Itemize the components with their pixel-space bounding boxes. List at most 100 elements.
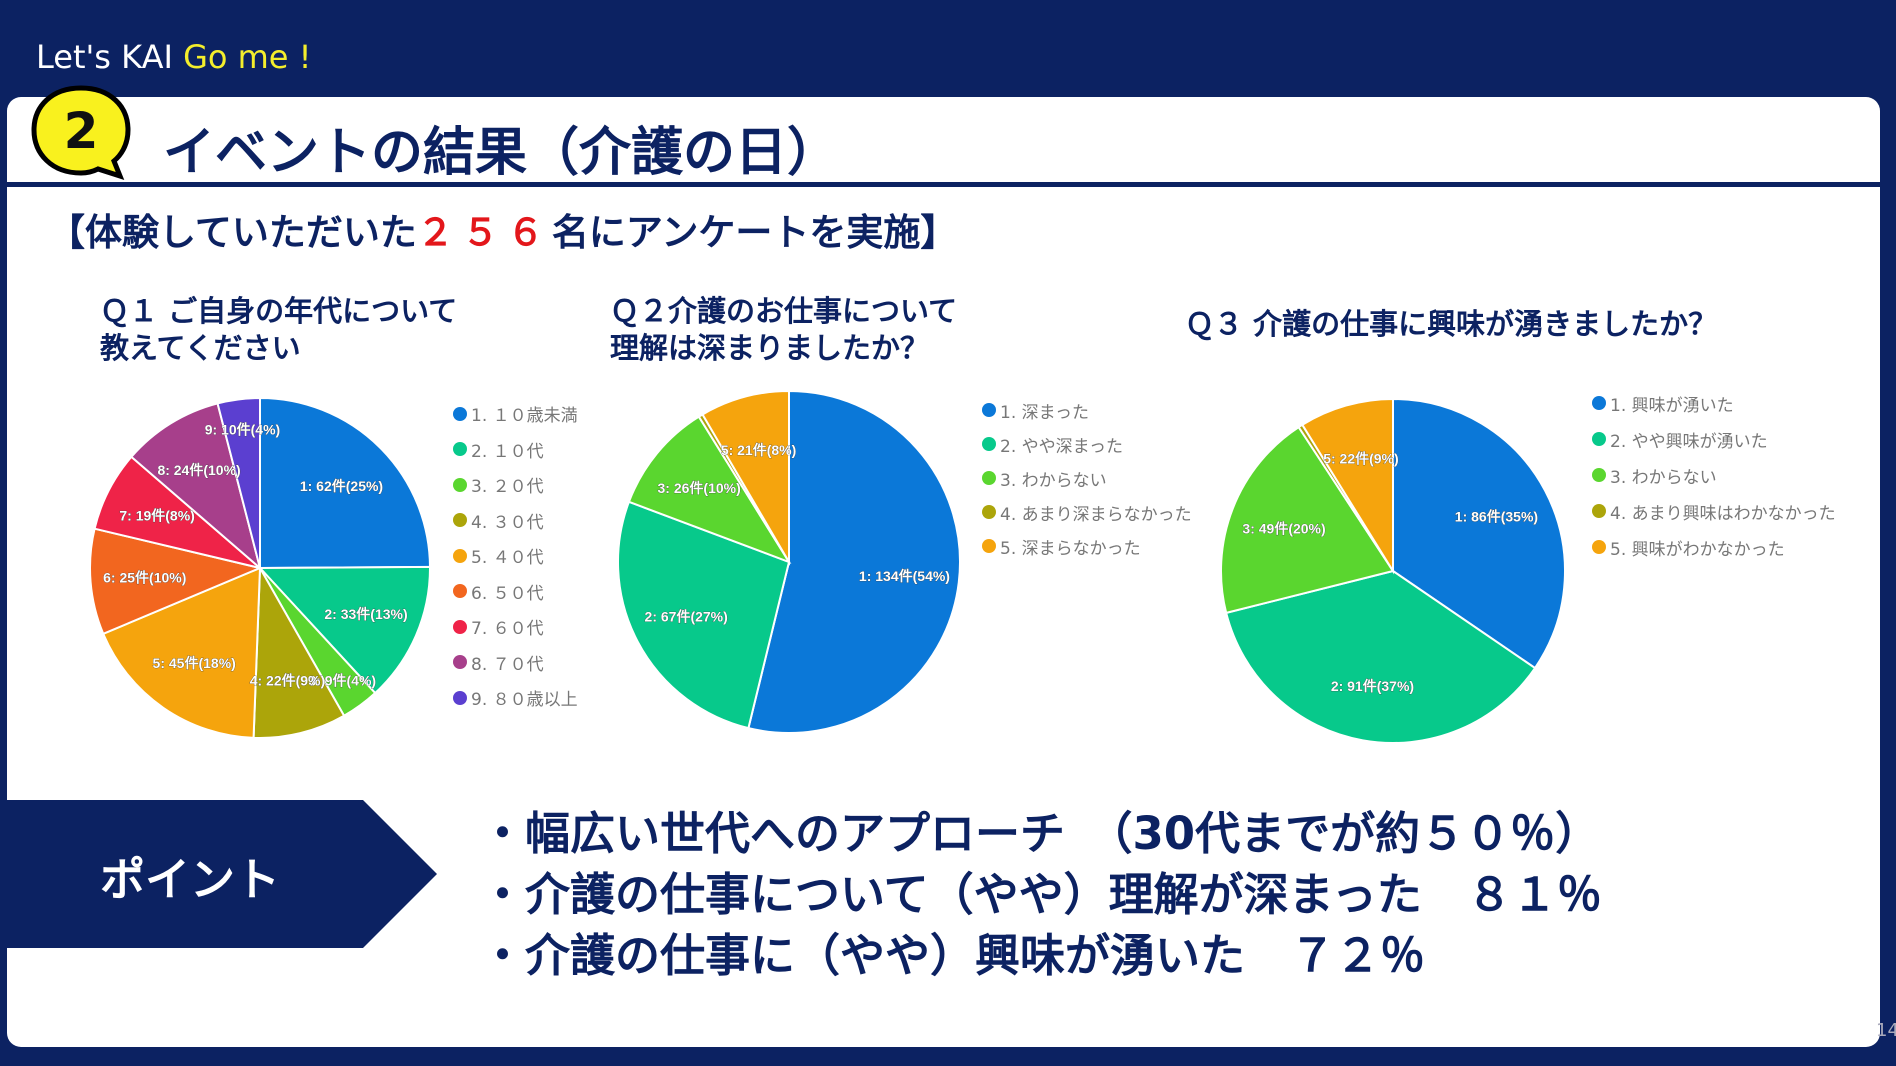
legend-dot-icon <box>1592 540 1606 554</box>
legend-dot-icon <box>1592 432 1606 446</box>
legend-dot-icon <box>453 406 467 421</box>
respondent-count: ２５６ <box>416 211 552 254</box>
legend-label: 9. ８０歳以上 <box>471 690 578 711</box>
legend-dot-icon <box>982 403 996 417</box>
legend-label: 5. 深まらなかった <box>1000 538 1141 559</box>
q1-title-line: Ｑ１ ご自身の年代について <box>100 294 458 328</box>
legend-item: 4. ３０代 <box>453 503 578 539</box>
legend-item: 1. 深まった <box>982 393 1192 427</box>
q1-pie-chart: 1: 62件(25%) 2: 33件(13%) 3: 9件(4%)4: 22件(9%… <box>89 396 432 739</box>
legend-dot-icon <box>1592 504 1606 518</box>
legend-item: 5. ４０代 <box>453 538 578 574</box>
legend-item: 7. ６０代 <box>453 609 578 645</box>
legend-dot-icon <box>453 513 467 528</box>
pie-slice <box>259 396 432 570</box>
pie-data-label: 1: 86件(35%) <box>1455 508 1538 524</box>
pie-data-label: 5: 45件(18%) <box>153 655 236 671</box>
legend-item: 9. ８０歳以上 <box>453 680 578 716</box>
pie-slice <box>89 527 264 636</box>
point-bullets: ・幅広い世代へのアプローチ （30代までが約５０％） ・介護の仕事について（やや）… <box>480 803 1602 986</box>
legend-dot-icon <box>453 477 467 492</box>
q3-legend: 1. 興味が湧いた 2. やや興味が湧いた 3. わからない 4. あまり興味はわかな… <box>1592 385 1836 565</box>
pie-data-label: 2: 91件(37%) <box>1331 678 1414 694</box>
q3-pie-chart: 1: 86件(35%) 2: 91件(37%) 3: 49件(20%) 5: 22件(… <box>1220 397 1566 744</box>
legend-label: 1. １０歳未満 <box>471 406 578 427</box>
point-banner <box>7 800 437 948</box>
legend-label: 3. わからない <box>1000 470 1107 491</box>
pie-slice <box>101 566 262 739</box>
pie-data-label: 1: 62件(25%) <box>300 478 383 494</box>
q3-title: Ｑ３ 介護の仕事に興味が湧きましたか？ <box>1185 306 1717 343</box>
point-label: ポイント <box>100 853 281 906</box>
survey-subtitle: 【体験していただいた２５６名にアンケートを実施】 <box>48 202 957 256</box>
legend-item: 3. わからない <box>982 461 1192 495</box>
pie-data-label: 9: 10件(4%) <box>205 422 280 438</box>
brand-logo: Let's KAI Go me ! <box>36 38 311 76</box>
legend-dot-icon <box>982 471 996 485</box>
legend-label: 5. ４０代 <box>471 548 544 569</box>
legend-dot-icon <box>453 690 467 705</box>
brand-text: Let's KAI <box>36 38 184 76</box>
pie-data-label: 8: 24件(10%) <box>157 462 240 478</box>
pie-data-label: 3: 49件(20%) <box>1242 520 1325 536</box>
pie-slice <box>1220 425 1395 615</box>
legend-label: 5. 興味がわかなかった <box>1610 539 1785 560</box>
q2-legend: 1. 深まった 2. やや深まった 3. わからない 4. あまり深まらなかった 5. … <box>982 393 1192 563</box>
pie-slice <box>1224 569 1537 744</box>
pie-slice <box>216 396 261 569</box>
legend-label: 3. わからない <box>1610 467 1717 488</box>
pie-slice <box>627 415 792 564</box>
legend-label: 3. ２０代 <box>471 477 544 498</box>
pie-data-label: 6: 25件(10%) <box>103 569 186 585</box>
legend-item: 5. 深まらなかった <box>982 529 1192 563</box>
legend-dot-icon <box>453 655 467 670</box>
point-bullet: ・介護の仕事について（やや）理解が深まった ８１％ <box>480 868 1602 921</box>
pie-slice <box>747 389 961 734</box>
legend-dot-icon <box>453 584 467 599</box>
pie-data-label: 5: 21件(8%) <box>721 442 796 458</box>
page-number: 14 <box>1876 1020 1896 1041</box>
legend-dot-icon <box>453 619 467 634</box>
legend-label: 1. 興味が湧いた <box>1610 395 1734 416</box>
page-title: イベントの結果（介護の日） <box>163 123 840 183</box>
legend-label: 1. 深まった <box>1000 402 1089 423</box>
q1-title-line: 教えてください <box>100 331 301 365</box>
legend-label: 2. やや深まった <box>1000 436 1123 457</box>
pie-data-label: 2: 67件(27%) <box>645 608 728 624</box>
legend-item: 2. やや興味が湧いた <box>1592 421 1836 457</box>
q1-legend: 1. １０歳未満 2. １０代 3. ２０代 4. ３０代 5. ４０代 6. ５０代 7.… <box>453 396 578 716</box>
q2-title-line: Ｑ２介護のお仕事について <box>610 294 958 328</box>
brand-text-accent: Go me ! <box>183 38 312 76</box>
section-number-bubble: 2 <box>31 85 131 180</box>
legend-label: 4. ３０代 <box>471 512 544 533</box>
legend-dot-icon <box>982 437 996 451</box>
q2-pie-chart: 1: 134件(54%) 2: 67件(27%) 3: 26件(10%) 5: 21件… <box>617 389 961 734</box>
legend-label: 4. あまり興味はわかなかった <box>1610 503 1836 524</box>
header-divider <box>7 182 1880 187</box>
pie-data-label: 4: 22件(9%) <box>250 672 325 688</box>
legend-label: 6. ５０代 <box>471 583 544 604</box>
legend-dot-icon <box>982 539 996 553</box>
q3-title-line: Ｑ３ 介護の仕事に興味が湧きましたか？ <box>1185 307 1718 341</box>
legend-item: 6. ５０代 <box>453 574 578 610</box>
legend-dot-icon <box>982 505 996 519</box>
pie-data-label: 2: 33件(13%) <box>324 606 407 622</box>
pie-slice <box>617 500 791 730</box>
legend-dot-icon <box>1592 468 1606 482</box>
legend-item: 1. １０歳未満 <box>453 396 578 432</box>
legend-item: 2. １０代 <box>453 432 578 468</box>
legend-item: 4. あまり興味はわかなかった <box>1592 493 1836 529</box>
legend-label: 8. ７０代 <box>471 654 544 675</box>
legend-label: 7. ６０代 <box>471 619 544 640</box>
legend-item: 3. わからない <box>1592 457 1836 493</box>
legend-item: 1. 興味が湧いた <box>1592 385 1836 421</box>
legend-item: 3. ２０代 <box>453 467 578 503</box>
q2-title-line: 理解は深まりましたか？ <box>610 331 930 365</box>
legend-dot-icon <box>1592 396 1606 410</box>
point-bullet: ・介護の仕事に（やや）興味が湧いた ７２％ <box>480 929 1426 982</box>
q1-title: Ｑ１ ご自身の年代について 教えてください <box>100 293 457 367</box>
pie-data-label: 7: 19件(8%) <box>119 507 194 523</box>
subtitle-after: 名にアンケートを実施】 <box>551 211 958 254</box>
legend-dot-icon <box>453 442 467 457</box>
pie-data-label: 5: 22件(9%) <box>1323 451 1398 467</box>
